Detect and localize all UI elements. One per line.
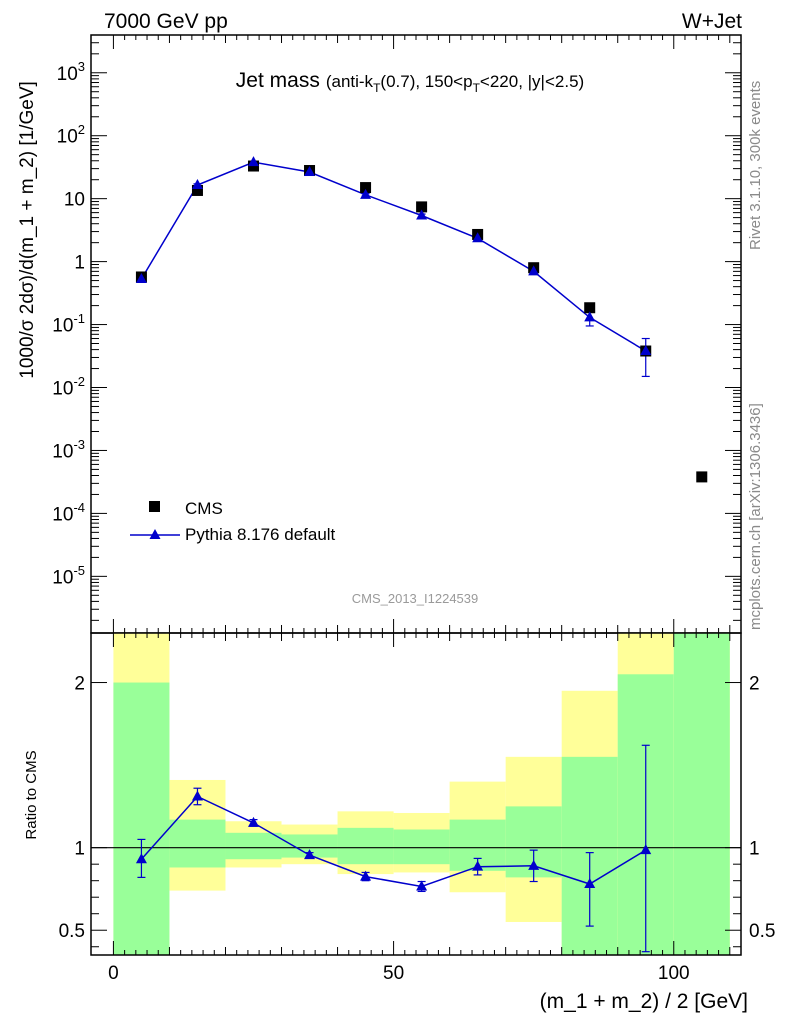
upper-y-axis-label: 1000/σ 2dσ)/d(m_1 + m_2) [1/GeV]: [17, 81, 38, 379]
lower-y-tick-label-right: 1: [749, 839, 760, 860]
pythia-marker: [416, 209, 428, 220]
upper-y-tick-label: 10-3​: [52, 437, 85, 463]
legend: CMS Pythia 8.176 default: [130, 499, 336, 544]
upper-y-tick-label: 103​: [57, 59, 85, 85]
pythia-marker: [360, 188, 372, 199]
header-left: 7000 GeV pp: [104, 10, 228, 33]
legend-pythia-label: Pythia 8.176 default: [185, 525, 336, 544]
lower-y-tick-label-right: 0.5: [749, 921, 775, 942]
x-axis-label: (m_1 + m_2) / 2 [GeV]: [540, 990, 748, 1013]
upper-y-tick-label: 10-1​: [52, 311, 85, 337]
upper-y-tick-label: 10: [64, 190, 85, 211]
green-band: [673, 633, 730, 955]
ratio-marker: [248, 816, 259, 827]
pythia-marker: [528, 265, 540, 276]
green-band: [113, 682, 170, 955]
ratio-line: [140, 795, 647, 888]
analysis-watermark: CMS_2013_I1224539: [352, 591, 479, 606]
lower-axis-ticks: 0.5 0.5 1 1 2 2 0 50 100: [59, 633, 775, 984]
green-band: [337, 827, 394, 865]
lower-panel-frame: [90, 632, 742, 956]
lower-y-tick-label: 1: [74, 839, 85, 860]
ratio-marker: [584, 877, 596, 888]
ratio-series-layer: [135, 744, 652, 953]
ratio-marker: [360, 870, 372, 881]
upper-y-tick-label: 1: [74, 253, 85, 274]
upper-axis-ticks: 103​ 102​ 10 1 10-1​ 10-2​ 10-3​ 10-4​ 10-5​: [52, 35, 741, 633]
legend-pythia-marker: [149, 529, 161, 539]
lower-y-axis-label: Ratio to CMS: [23, 750, 40, 839]
ratio-marker: [191, 790, 203, 801]
legend-cms-marker: [149, 501, 160, 512]
pythia-line: [140, 161, 647, 352]
ratio-marker: [135, 853, 147, 864]
x-tick-label: 50: [383, 963, 404, 984]
pythia-marker: [304, 166, 316, 177]
green-band: [393, 829, 450, 865]
pythia-marker: [584, 311, 596, 322]
green-band: [281, 834, 338, 858]
lower-y-tick-label-right: 2: [749, 674, 760, 695]
x-tick-label: 0: [108, 963, 119, 984]
cms-marker: [416, 201, 428, 213]
pythia-marker: [135, 272, 147, 283]
cms-marker: [696, 471, 708, 483]
legend-cms-label: CMS: [185, 499, 223, 518]
lower-y-tick-label: 0.5: [59, 921, 85, 942]
title-detail: (anti-kT​(0.7), 150<pT​<220, |y|<2.5): [326, 72, 584, 95]
green-band: [169, 819, 226, 868]
title-main: Jet mass: [236, 69, 320, 92]
ratio-marker: [640, 844, 652, 855]
upper-y-tick-label: 10-5​: [52, 563, 85, 589]
cms-marker: [584, 302, 596, 314]
pythia-marker: [640, 345, 652, 356]
rivet-label: Rivet 3.1.10, 300k events: [747, 81, 764, 250]
upper-y-tick-label: 10-2​: [52, 374, 85, 400]
lower-y-tick-label: 2: [74, 674, 85, 695]
pythia-marker: [191, 178, 203, 189]
ratio-marker: [472, 860, 484, 871]
mcplots-label: mcplots.cern.ch [arXiv:1306.3436]: [747, 403, 764, 630]
green-band: [225, 832, 282, 860]
x-tick-label: 100: [658, 963, 690, 984]
ratio-bands: [113, 633, 730, 955]
upper-y-tick-label: 10-4​: [52, 500, 85, 526]
upper-panel-title: Jet mass (anti-kT​(0.7), 150<pT​<220, |y|…: [236, 69, 584, 95]
upper-series-layer: [135, 156, 708, 483]
cms-marker: [360, 182, 372, 194]
ratio-marker: [528, 859, 540, 870]
cms-marker: [191, 184, 203, 196]
header-right: W+Jet: [682, 10, 742, 33]
ratio-marker: [304, 849, 316, 860]
ratio-marker: [416, 880, 428, 891]
pythia-marker: [472, 232, 484, 243]
pythia-marker: [248, 156, 259, 167]
upper-y-tick-label: 102​: [57, 122, 85, 148]
